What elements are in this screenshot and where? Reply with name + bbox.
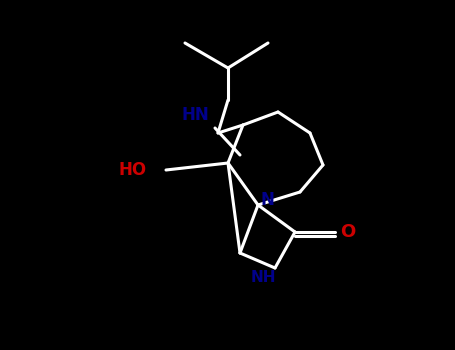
Text: N: N [260, 191, 274, 209]
Text: NH: NH [250, 271, 276, 286]
Text: O: O [340, 223, 356, 241]
Text: HN: HN [181, 106, 209, 124]
Text: HO: HO [119, 161, 147, 179]
